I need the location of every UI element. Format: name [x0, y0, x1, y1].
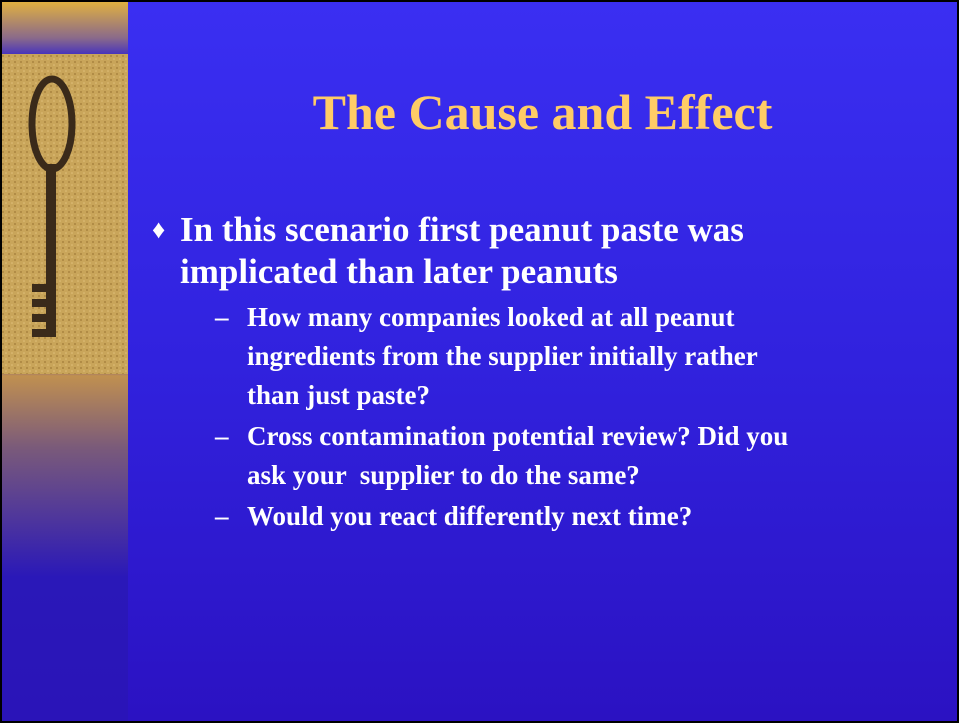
sub-bullet-text: than just paste?	[247, 380, 430, 411]
sub-bullet-dash: –	[215, 501, 229, 532]
bullet-text: implicated than later peanuts	[180, 252, 618, 292]
sub-bullet-text: Cross contamination potential review? Di…	[247, 421, 788, 452]
slide-title: The Cause and Effect	[128, 82, 957, 142]
sub-bullet-dash: –	[215, 302, 229, 333]
sub-bullet-text: Would you react differently next time?	[247, 501, 692, 532]
slide: The Cause and Effect ♦ In this scenario …	[0, 0, 959, 723]
sub-bullet-text: How many companies looked at all peanut	[247, 302, 735, 333]
sub-bullet-text: ingredients from the supplier initially …	[247, 341, 758, 372]
key-image	[2, 54, 128, 374]
sub-bullet-dash: –	[215, 421, 229, 452]
sub-bullet-text: ask your supplier to do the same?	[247, 460, 640, 491]
bullet-diamond: ♦	[152, 215, 165, 245]
bullet-text: In this scenario first peanut paste was	[180, 210, 744, 250]
